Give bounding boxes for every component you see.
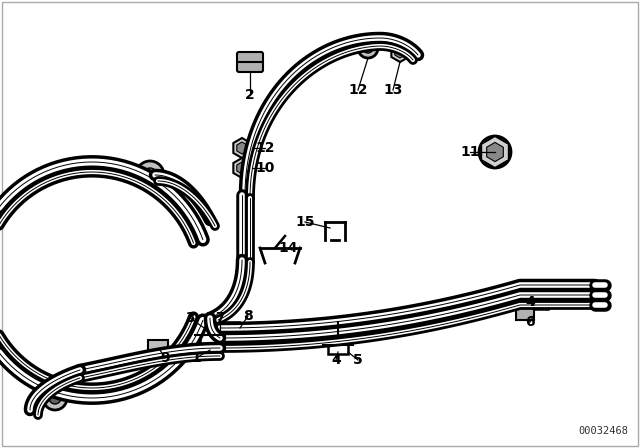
Text: 9: 9 bbox=[160, 351, 170, 365]
Text: 12: 12 bbox=[348, 83, 368, 97]
Bar bbox=[200, 325, 220, 345]
Circle shape bbox=[479, 136, 511, 168]
Text: 4: 4 bbox=[331, 353, 341, 367]
Text: 11: 11 bbox=[460, 145, 480, 159]
Circle shape bbox=[363, 43, 373, 53]
Polygon shape bbox=[486, 142, 503, 162]
Polygon shape bbox=[234, 138, 251, 158]
Bar bbox=[148, 340, 168, 356]
Text: 12: 12 bbox=[255, 141, 275, 155]
Text: 13: 13 bbox=[383, 83, 403, 97]
Polygon shape bbox=[234, 158, 251, 178]
Text: 5: 5 bbox=[353, 353, 363, 367]
Circle shape bbox=[143, 168, 157, 182]
Circle shape bbox=[487, 144, 503, 160]
Text: 3: 3 bbox=[185, 311, 195, 325]
Circle shape bbox=[136, 161, 164, 189]
Text: 7: 7 bbox=[215, 311, 225, 325]
Text: 1: 1 bbox=[191, 351, 201, 365]
Polygon shape bbox=[237, 142, 247, 154]
Text: 4: 4 bbox=[525, 295, 535, 309]
Text: 6: 6 bbox=[525, 315, 535, 329]
Text: 15: 15 bbox=[295, 215, 315, 229]
Bar bbox=[516, 298, 534, 320]
Bar bbox=[328, 336, 348, 354]
Polygon shape bbox=[391, 42, 409, 62]
Circle shape bbox=[49, 392, 61, 404]
Text: 14: 14 bbox=[278, 241, 298, 255]
Text: 2: 2 bbox=[245, 88, 255, 102]
Circle shape bbox=[358, 38, 378, 58]
Polygon shape bbox=[395, 46, 405, 58]
Polygon shape bbox=[481, 136, 509, 168]
Text: 00032468: 00032468 bbox=[578, 426, 628, 436]
Text: 10: 10 bbox=[255, 161, 275, 175]
Circle shape bbox=[43, 386, 67, 410]
Bar bbox=[225, 322, 239, 344]
Polygon shape bbox=[237, 162, 247, 174]
FancyBboxPatch shape bbox=[237, 52, 263, 72]
Text: 8: 8 bbox=[243, 309, 253, 323]
